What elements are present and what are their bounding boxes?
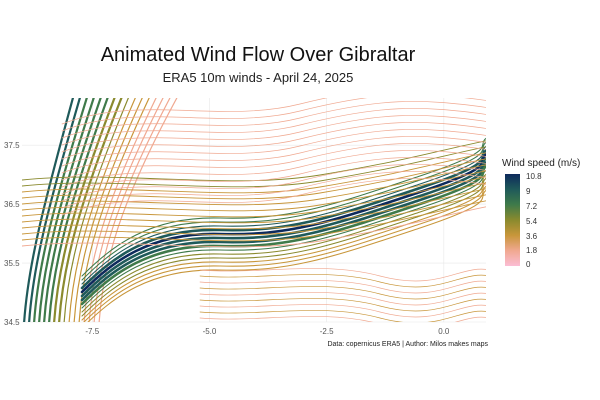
wind-streamline	[78, 98, 150, 322]
wind-streamline	[61, 171, 486, 209]
map-title: Animated Wind Flow Over Gibraltar	[100, 44, 416, 66]
wind-streamline	[81, 137, 486, 277]
wind-streamline	[199, 280, 486, 294]
wind-streamline	[61, 101, 486, 139]
wind-streamline	[81, 177, 486, 317]
wind-streamline	[43, 98, 102, 322]
wind-streamline	[80, 160, 486, 302]
wind-streamline	[58, 98, 123, 322]
wind-streamline	[80, 152, 486, 294]
wind-streamline	[81, 181, 486, 321]
wind-streamline	[61, 129, 486, 167]
wind-streamline	[199, 310, 486, 322]
wind-streamline	[48, 98, 109, 322]
legend-label: 1.8	[526, 246, 538, 255]
wind-streamline	[22, 164, 486, 206]
x-tick-label: -7.5	[85, 327, 99, 336]
legend-label: 0	[526, 260, 531, 269]
legend-label: 3.6	[526, 232, 538, 241]
wind-streamline	[61, 150, 486, 188]
legend-title: Wind speed (m/s)	[502, 158, 581, 169]
wind-streamline	[81, 141, 486, 281]
wind-streamline	[199, 268, 486, 282]
legend-color-bar	[505, 174, 520, 266]
wind-streamline	[80, 164, 486, 306]
wind-streamline	[53, 98, 116, 322]
wind-streamline	[28, 98, 81, 322]
wind-streamline	[87, 189, 486, 322]
legend-label: 7.2	[526, 202, 538, 211]
legend-label: 5.4	[526, 217, 538, 226]
wind-streamline	[199, 292, 486, 306]
wind-streamline	[199, 316, 486, 322]
y-tick-label: 37.5	[4, 141, 20, 150]
wind-streamline	[199, 304, 486, 318]
wind-streamline	[22, 176, 486, 218]
wind-streamline	[98, 98, 178, 322]
wind-streamline	[22, 152, 486, 194]
wind-streamline	[81, 173, 486, 313]
wind-streamline	[199, 286, 486, 300]
legend-label: 9	[526, 187, 531, 196]
wind-streamline	[88, 98, 164, 322]
wind-streamline	[22, 194, 486, 236]
wind-streamline	[22, 206, 486, 248]
wind-streamline	[22, 170, 486, 212]
wind-streamline	[61, 136, 486, 174]
wind-streamline	[22, 200, 486, 242]
wind-streamline	[93, 98, 171, 322]
wind-streamline	[22, 158, 486, 200]
wind-streamline	[61, 108, 486, 146]
y-tick-label: 36.5	[4, 200, 20, 209]
wind-streamline	[81, 145, 486, 285]
wind-streamline	[80, 148, 486, 290]
wind-streamline	[68, 98, 136, 322]
x-tick-label: -5.0	[203, 327, 217, 336]
legend-label: 10.8	[526, 172, 542, 181]
wind-streamline	[81, 169, 486, 309]
x-tick-label: 0.0	[438, 327, 450, 336]
wind-streamline	[61, 157, 486, 195]
wind-streamline	[83, 185, 486, 322]
x-tick-label: -2.5	[320, 327, 334, 336]
map-axes: -7.5 -5.0 -2.5 0.0 37.5 36.5 35.5 34.5	[4, 141, 450, 336]
wind-streamline	[61, 178, 486, 216]
map-subtitle: ERA5 10m winds - April 24, 2025	[162, 70, 354, 85]
wind-streamline	[38, 98, 95, 322]
wind-streamline	[22, 182, 486, 224]
wind-streamline	[22, 146, 486, 188]
wind-streamline	[22, 140, 486, 182]
wind-streamline	[22, 188, 486, 230]
wind-streamlines	[22, 98, 486, 322]
wind-streamline	[61, 164, 486, 202]
wind-streamline	[61, 98, 486, 132]
wind-streamline	[73, 98, 143, 322]
wind-streamline	[199, 298, 486, 312]
wind-streamline	[61, 122, 486, 160]
wind-streamline	[80, 156, 486, 298]
y-tick-label: 34.5	[4, 318, 20, 327]
wind-streamline	[61, 98, 328, 125]
wind-streamline	[23, 98, 75, 322]
data-credit-caption: Data: copernicus ERA5 | Author: Milos ma…	[327, 341, 488, 348]
wind-streamline	[61, 115, 486, 153]
y-tick-label: 35.5	[4, 259, 20, 268]
wind-streamline	[199, 274, 486, 288]
wind-streamline	[61, 143, 486, 181]
